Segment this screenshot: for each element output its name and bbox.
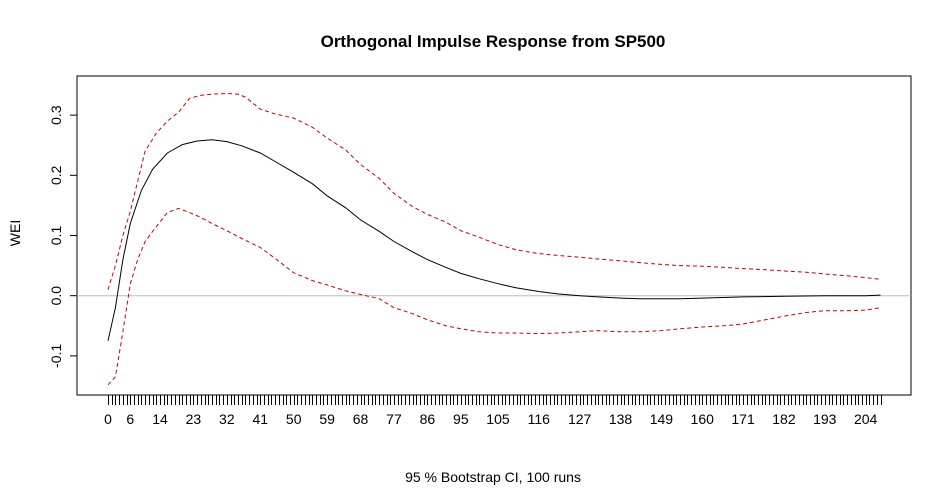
x-tick-label: 171 xyxy=(731,411,755,427)
x-tick-label: 116 xyxy=(528,411,551,427)
x-tick-label: 6 xyxy=(126,411,134,427)
response-line xyxy=(107,139,881,341)
x-tick-label: 14 xyxy=(152,411,168,427)
x-tick-label: 95 xyxy=(453,411,469,427)
x-axis-label: 95 % Bootstrap CI, 100 runs xyxy=(405,469,581,485)
plot-frame xyxy=(76,75,912,396)
x-tick-label: 138 xyxy=(609,411,633,427)
x-tick-label: 50 xyxy=(286,411,302,427)
x-tick-label: 23 xyxy=(186,411,202,427)
x-tick-label: 193 xyxy=(813,411,837,427)
x-tick-label: 182 xyxy=(772,411,796,427)
y-tick-label: 0.3 xyxy=(48,105,64,125)
x-tick-label: 41 xyxy=(252,411,268,427)
y-tick-label: 0.1 xyxy=(48,226,64,246)
x-tick-marks xyxy=(108,395,882,405)
lower-line xyxy=(107,207,881,386)
y-tick-label: 0.0 xyxy=(48,286,64,306)
x-tick-label: 86 xyxy=(420,411,436,427)
x-tick-label: 59 xyxy=(319,411,335,427)
x-tick-label: 149 xyxy=(650,411,674,427)
x-tick-label: 0 xyxy=(104,411,112,427)
x-tick-label: 105 xyxy=(486,411,510,427)
upper-line xyxy=(107,92,881,290)
x-tick-label: 77 xyxy=(386,411,402,427)
x-tick-label: 32 xyxy=(219,411,235,427)
x-tick-label: 68 xyxy=(353,411,369,427)
plot-area: -0.1 0.0 0.1 0.2 0.3 0 6 14 23 32 41 50 59 68 77 86 95 10… xyxy=(48,75,912,427)
y-tick-label: -0.1 xyxy=(48,344,64,368)
chart-title: Orthogonal Impulse Response from SP500 xyxy=(321,32,666,51)
y-axis-label: WEI xyxy=(7,220,23,246)
x-tick-label: 127 xyxy=(568,411,592,427)
y-tick-label: 0.2 xyxy=(48,165,64,185)
x-tick-label: 160 xyxy=(691,411,715,427)
x-tick-label: 204 xyxy=(854,411,878,427)
